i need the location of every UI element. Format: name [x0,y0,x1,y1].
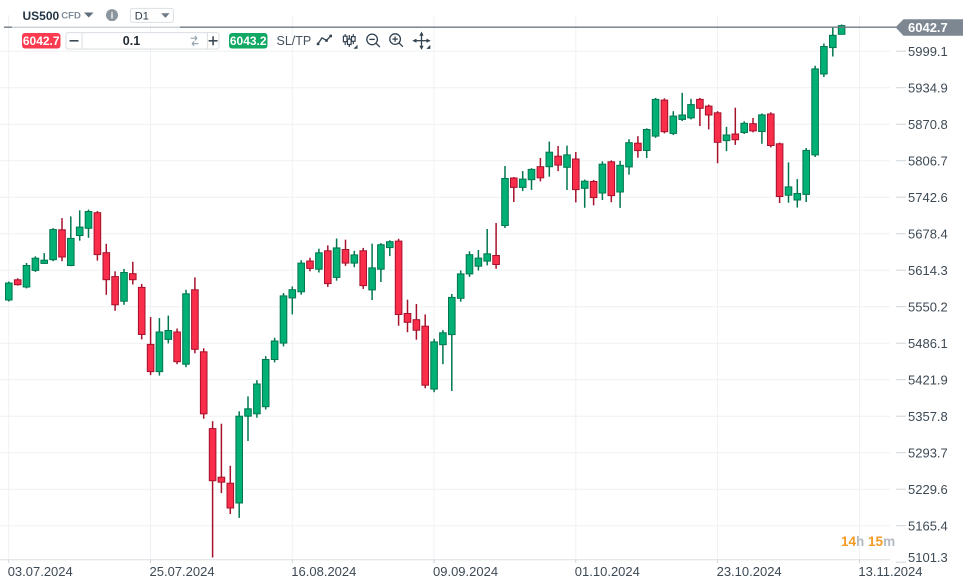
svg-text:09.09.2024: 09.09.2024 [433,564,498,579]
svg-text:01.10.2024: 01.10.2024 [575,564,640,579]
svg-text:13.11.2024: 13.11.2024 [858,564,922,579]
svg-text:5421.9: 5421.9 [908,372,948,387]
svg-text:6043.2: 6043.2 [230,34,267,48]
svg-text:03.07.2024: 03.07.2024 [8,564,73,579]
svg-text:6042.7: 6042.7 [23,34,60,48]
svg-text:5742.6: 5742.6 [908,190,948,205]
svg-text:i: i [111,11,114,21]
svg-text:5614.3: 5614.3 [908,263,948,278]
svg-text:25.07.2024: 25.07.2024 [150,564,215,579]
svg-text:16.08.2024: 16.08.2024 [291,564,356,579]
svg-text:5550.2: 5550.2 [908,299,948,314]
svg-text:CFD: CFD [61,11,81,22]
svg-text:14h 15m: 14h 15m [841,534,895,549]
svg-text:5486.1: 5486.1 [908,336,948,351]
svg-text:5357.8: 5357.8 [908,409,948,424]
svg-text:D1: D1 [135,10,149,22]
svg-text:5229.6: 5229.6 [908,482,948,497]
svg-text:5293.7: 5293.7 [908,445,948,460]
svg-text:5806.7: 5806.7 [908,153,948,168]
svg-text:0.1: 0.1 [123,34,140,48]
svg-text:SL/TP: SL/TP [277,34,312,48]
svg-text:5934.9: 5934.9 [908,80,948,95]
svg-text:5165.4: 5165.4 [908,518,948,533]
svg-text:5870.8: 5870.8 [908,117,948,132]
svg-text:US500: US500 [23,9,60,23]
svg-text:23.10.2024: 23.10.2024 [717,564,782,579]
svg-text:5999.1: 5999.1 [908,44,948,59]
svg-text:5678.4: 5678.4 [908,226,948,241]
svg-text:5101.3: 5101.3 [908,550,948,565]
svg-text:6042.7: 6042.7 [908,20,948,35]
